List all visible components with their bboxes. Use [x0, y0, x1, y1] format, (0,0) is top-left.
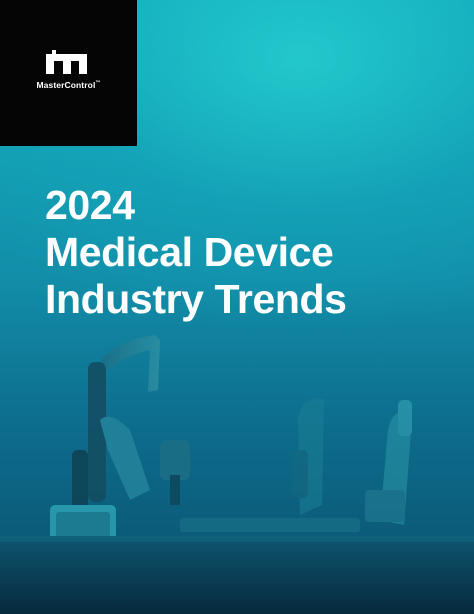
title-line-year: 2024	[45, 182, 135, 228]
robotic-arm-illustration	[0, 335, 474, 614]
mastercontrol-logo-icon	[46, 50, 87, 74]
title-line-subject: Medical Device	[45, 229, 334, 275]
cover-title: 2024 Medical Device Industry Trends	[45, 182, 347, 323]
foreground-robot-arm	[50, 335, 190, 545]
brand-logo-block: MasterControl™	[0, 0, 137, 146]
brand-name: MasterControl™	[36, 80, 101, 90]
background-robot-arms	[292, 398, 412, 525]
title-line-topic: Industry Trends	[45, 276, 347, 322]
